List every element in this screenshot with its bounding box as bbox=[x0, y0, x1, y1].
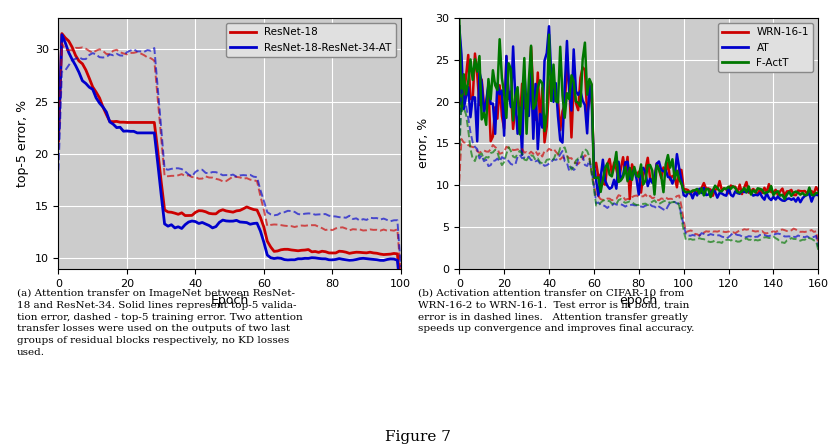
X-axis label: Epoch: Epoch bbox=[210, 294, 249, 307]
Legend: WRN-16-1, AT, F-ActT: WRN-16-1, AT, F-ActT bbox=[718, 23, 813, 72]
X-axis label: epoch: epoch bbox=[620, 294, 658, 307]
Y-axis label: top-5 error, %: top-5 error, % bbox=[16, 100, 29, 187]
Legend: ResNet-18, ResNet-18-ResNet-34-AT: ResNet-18, ResNet-18-ResNet-34-AT bbox=[225, 23, 396, 56]
Text: Figure 7: Figure 7 bbox=[385, 430, 450, 444]
Text: (a) Attention transfer on ImageNet between ResNet-
18 and ResNet-34. Solid lines: (a) Attention transfer on ImageNet betwe… bbox=[17, 289, 302, 357]
Y-axis label: error, %: error, % bbox=[417, 118, 430, 168]
Text: (b) Activation attention transfer on CIFAR-10 from
WRN-16-2 to WRN-16-1.  Test e: (b) Activation attention transfer on CIF… bbox=[418, 289, 694, 333]
